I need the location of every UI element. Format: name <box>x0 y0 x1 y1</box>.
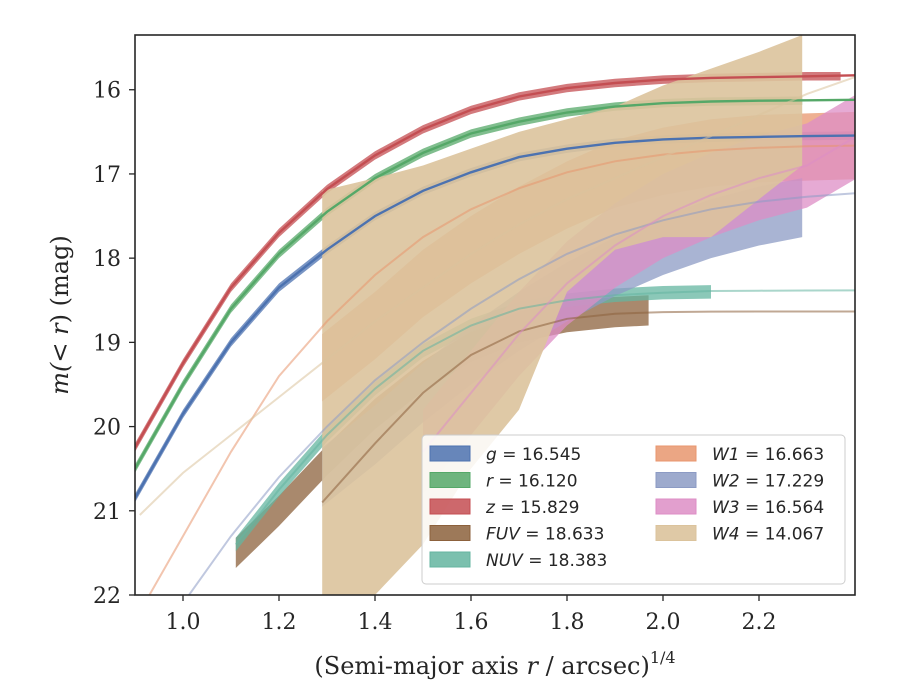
curve-r <box>135 98 855 470</box>
legend-swatch-w3 <box>655 498 697 515</box>
legend-swatch-g <box>429 445 471 462</box>
legend-frame <box>421 434 846 585</box>
y-tick-label: 20 <box>93 416 121 441</box>
curve-fuv <box>321 310 855 504</box>
legend-swatch-fuv <box>429 525 471 541</box>
y-tick-label: 18 <box>93 247 121 272</box>
y-tick-label: 17 <box>93 163 121 188</box>
legend-label-nuv: NUV = 18.383 <box>486 551 607 571</box>
legend-label-w1: W1 = 16.663 <box>712 445 824 465</box>
x-tick-label: 1.0 <box>166 610 201 635</box>
x-tick-label: 1.8 <box>550 610 585 635</box>
curve-w1 <box>148 144 855 595</box>
plot-frame <box>134 34 856 596</box>
x-tick-label: 2.2 <box>742 610 777 635</box>
curve-nuv <box>235 289 855 546</box>
y-axis-label: m(< r) (mag) <box>46 235 74 395</box>
x-tick-label: 1.2 <box>262 610 297 635</box>
legend-label-w2: W2 = 17.229 <box>712 472 824 492</box>
x-tick-label: 1.4 <box>358 610 393 635</box>
legend-swatch-z <box>429 498 471 515</box>
legend-swatch-w4 <box>655 525 697 541</box>
curve-g <box>135 134 855 499</box>
x-axis-label: (Semi-major axis r / arcsec)1/4 <box>314 648 675 680</box>
y-tick-label: 21 <box>93 500 121 525</box>
legend-label-g: g = 16.545 <box>486 445 581 465</box>
growth-curves <box>135 74 855 595</box>
legend-label-z: z = 15.829 <box>485 498 579 518</box>
legend-swatch-r <box>429 472 471 488</box>
x-tick-label: 1.6 <box>454 610 489 635</box>
legend-label-w3: W3 = 16.564 <box>712 498 824 518</box>
legend: g = 16.545 r = 16.120 z = 15.829 FUV = 18.6… <box>421 434 846 585</box>
x-tick-label: 2.0 <box>646 610 681 635</box>
y-axis-ticks: 16 17 18 19 20 21 22 <box>93 79 135 609</box>
y-tick-label: 22 <box>93 584 121 609</box>
legend-label-fuv: FUV = 18.633 <box>486 525 604 545</box>
x-axis-ticks: 1.0 1.2 1.4 1.6 1.8 2.0 2.2 <box>166 595 777 635</box>
curve-w4 <box>139 76 855 516</box>
band-w2 <box>322 178 803 507</box>
legend-label-r: r = 16.120 <box>486 472 578 492</box>
curve-z <box>135 74 855 449</box>
y-tick-label: 19 <box>93 331 121 356</box>
curve-w3 <box>422 136 855 453</box>
curve-w2 <box>187 192 855 595</box>
legend-label-w4: W4 = 14.067 <box>712 525 824 545</box>
legend-swatch-w1 <box>655 445 697 462</box>
y-tick-label: 16 <box>93 79 121 104</box>
legend-swatch-nuv <box>429 551 471 568</box>
legend-swatch-w2 <box>655 472 697 488</box>
